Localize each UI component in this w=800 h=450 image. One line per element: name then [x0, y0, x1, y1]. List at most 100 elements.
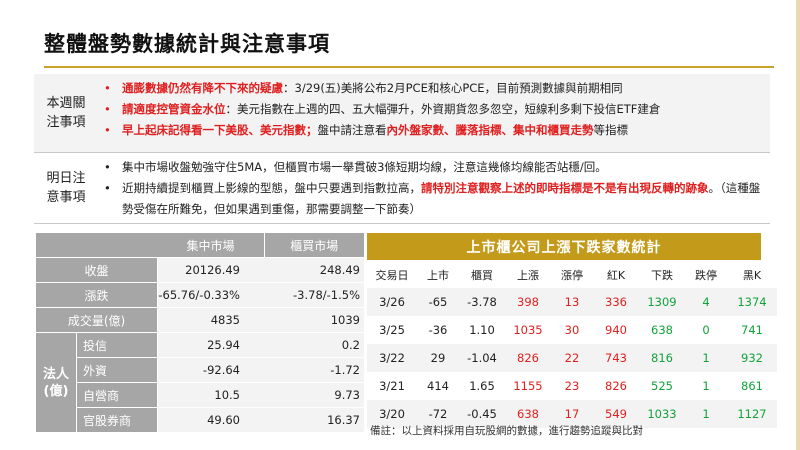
cell-value: 23	[564, 379, 580, 393]
cell-value: -65.76/-0.33%	[157, 282, 264, 308]
cell-value: 29	[417, 344, 459, 372]
note-text: 近期持續提到櫃買上影線的型態，盤中只要遇到指數拉高，	[122, 181, 421, 195]
row-label: 漲跌	[36, 282, 158, 308]
tomorrow-label: 明日注 意事項	[34, 153, 98, 223]
cell-value: 0.2	[264, 332, 364, 358]
note-item: • 近期持續提到櫃買上影線的型態，盤中只要遇到指數拉高，請特別注意觀察上述的即時…	[104, 178, 770, 220]
note-item: • 早上起床記得看一下美股、美元指數；盤中請注意看內外盤家數、騰落指標、集中和櫃…	[104, 120, 770, 141]
title-divider	[44, 66, 774, 68]
cell-value: 49.60	[157, 407, 264, 433]
cell-value: 1.10	[469, 323, 495, 337]
cell-value: 1127	[727, 400, 777, 428]
header-otc: 櫃買市場	[264, 233, 364, 258]
cell-value: 1374	[727, 288, 777, 316]
row-label: 自營商	[76, 382, 158, 408]
cell-value: 1155	[513, 379, 543, 393]
col-header: 上漲	[517, 269, 539, 282]
notes-panel: 本週關 注事項 • 通膨數據仍然有降不下來的疑慮：3/29(五)美將公布2月PC…	[34, 74, 770, 224]
cell-value: 16.37	[264, 407, 364, 433]
col-header: 交易日	[375, 269, 409, 282]
row-label: 官股券商	[76, 407, 158, 433]
note-text: 盤中請注意看	[317, 123, 387, 137]
header-twse: 集中市場	[157, 233, 265, 258]
table-row: 官股券商 49.60 16.37	[36, 407, 364, 433]
cell-value: 13	[551, 288, 593, 316]
cell-value: -3.78/-1.5%	[264, 282, 364, 308]
cell-value: 1	[702, 379, 710, 393]
advance-decline-table: 交易日 上市 櫃買 上漲 漲停 紅K 下跌 跌停 黑K 3/26 -65 -3.78…	[367, 262, 777, 428]
cell-value: 861	[741, 379, 763, 393]
this-week-label: 本週關 注事項	[34, 74, 98, 152]
this-week-notes: 本週關 注事項 • 通膨數據仍然有降不下來的疑慮：3/29(五)美將公布2月PC…	[34, 74, 770, 153]
table-row: 外資 -92.64 -1.72	[36, 357, 364, 383]
cell-value: 3/20	[367, 400, 417, 428]
cell-value: 17	[551, 400, 593, 428]
table-row: 3/25 -36 1.10 1035 30 940 638 0 741	[367, 316, 777, 344]
table-row: 法人 (億) 投信 25.94 0.2	[36, 332, 364, 433]
table-row: 漲跌 -65.76/-0.33% -3.78/-1.5%	[36, 282, 364, 308]
col-header: 櫃買	[471, 269, 493, 282]
cell-value: 1.65	[469, 379, 495, 393]
stats-body: 3/26 -65 -3.78 398 13 336 1309 4 1374 3/25 -36 1.10…	[367, 288, 777, 428]
row-label: 外資	[76, 357, 158, 383]
bullet-icon: •	[104, 123, 111, 137]
note-item: • 請適度控管資金水位：美元指數在上週的四、五大幅彈升，外資期貨忽多忽空，短線利…	[104, 99, 770, 120]
table-row: 3/20 -72 -0.45 638 17 549 1033 1 1127	[367, 400, 777, 428]
cell-value: 3/21	[379, 379, 405, 393]
cell-value: 932	[727, 344, 777, 372]
cell-value: 414	[427, 379, 449, 393]
cell-value: 1033	[639, 400, 685, 428]
cell-value: 1	[685, 400, 727, 428]
this-week-label-line1: 本週關	[46, 96, 86, 111]
header-empty	[36, 233, 158, 258]
note-bold: 請適度控管資金水位	[122, 102, 226, 116]
col-header: 下跌	[651, 269, 673, 282]
cell-value: 940	[605, 323, 627, 337]
col-header: 上市	[427, 269, 449, 282]
institutional-label-line1: 法人	[42, 366, 69, 382]
cell-value: -3.78	[459, 288, 505, 316]
cell-value: -0.45	[459, 400, 505, 428]
stats-header-row: 交易日 上市 櫃買 上漲 漲停 紅K 下跌 跌停 黑K	[367, 262, 777, 288]
bullet-icon: •	[104, 102, 111, 116]
cell-value: -92.64	[157, 357, 264, 383]
cell-value: 22	[551, 344, 593, 372]
cell-value: 3/26	[367, 288, 417, 316]
this-week-label-line2: 注事項	[46, 115, 86, 130]
cell-value: 1035	[513, 323, 543, 337]
cell-value: 0	[702, 323, 710, 337]
cell-value: 248.49	[264, 257, 364, 283]
col-header: 黑K	[742, 269, 762, 282]
cell-value: 816	[639, 344, 685, 372]
note-bold: 內外盤家數、騰落指標、集中和櫃買走勢	[386, 123, 594, 137]
col-header: 跌停	[695, 269, 717, 282]
cell-value: 1039	[264, 307, 364, 333]
table-row: 3/21 414 1.65 1155 23 826 525 1 861	[367, 372, 777, 400]
note-bold: 早上起床記得看一下美股、美元指數；	[122, 123, 318, 137]
tomorrow-items: • 集中市場收盤勉強守住5MA，但櫃買市場一舉貫破3條短期均線，注意這幾條均線能…	[98, 153, 770, 223]
tomorrow-label-line1: 明日注	[46, 171, 86, 186]
tomorrow-notes: 明日注 意事項 • 集中市場收盤勉強守住5MA，但櫃買市場一舉貫破3條短期均線，…	[34, 153, 770, 224]
note-item: • 通膨數據仍然有降不下來的疑慮：3/29(五)美將公布2月PCE和核心PCE，…	[104, 78, 770, 99]
stats-table-title: 上市櫃公司上漲下跌家數統計	[367, 233, 761, 260]
note-text: ：3/29(五)美將公布2月PCE和核心PCE，目前預測數據與前期相同	[283, 81, 623, 95]
table-header-row: 集中市場 櫃買市場	[36, 233, 364, 258]
bullet-icon: •	[104, 160, 111, 174]
table-row: 收盤 20126.49 248.49	[36, 257, 364, 283]
note-text: ：美元指數在上週的四、五大幅彈升，外資期貨忽多忽空，短線利多剩下投信ETF建倉	[225, 102, 661, 116]
cell-value: -1.72	[264, 357, 364, 383]
cell-value: 9.73	[264, 382, 364, 408]
note-bold: 通膨數據仍然有降不下來的疑慮	[122, 81, 283, 95]
row-label: 投信	[76, 332, 158, 358]
this-week-items: • 通膨數據仍然有降不下來的疑慮：3/29(五)美將公布2月PCE和核心PCE，…	[98, 74, 770, 152]
table-row: 3/22 29 -1.04 826 22 743 816 1 932	[367, 344, 777, 372]
cell-value: 638	[651, 323, 673, 337]
cell-value: 525	[651, 379, 673, 393]
cell-value: -36	[428, 323, 448, 337]
cell-value: 638	[505, 400, 551, 428]
cell-value: 1	[685, 344, 727, 372]
table-row: 自營商 10.5 9.73	[36, 382, 364, 408]
col-header: 漲停	[561, 269, 583, 282]
cell-value: 336	[593, 288, 639, 316]
cell-value: 743	[593, 344, 639, 372]
